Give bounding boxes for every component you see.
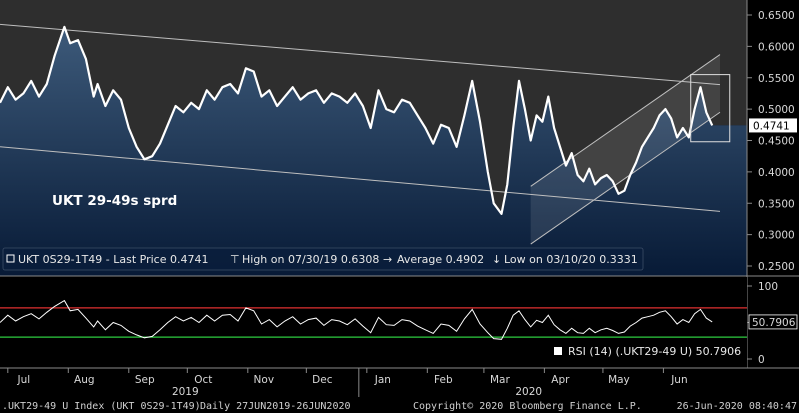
legend-low: Low on 03/10/20 0.3331 [504, 253, 638, 266]
y-tick-label: 0.4500 [758, 136, 795, 148]
highlight-box[interactable] [690, 74, 731, 143]
rsi-y-tick-label: 0 [758, 354, 765, 366]
last-price-tag [749, 118, 797, 133]
x-tick-label: Apr [551, 374, 570, 386]
x-tick-label: Dec [312, 374, 333, 386]
x-tick-label: Nov [254, 374, 275, 386]
price-line [0, 25, 714, 215]
rsi-legend-bg [548, 343, 746, 360]
rsi-last-value-tag [748, 314, 798, 330]
rsi-legend: RSI (14) (.UKT29-49 U) 50.7906 [548, 343, 746, 360]
y-tick-label: 0.5000 [758, 104, 795, 116]
last-price-label: 0.4741 [753, 120, 790, 132]
rsi-line [0, 299, 713, 340]
x-tick-label: Oct [194, 374, 212, 386]
footer-security: .UKT29-49 U Index (UKT 0S29-1T49) [2, 401, 201, 412]
footer-timestamp: 26-Jun-2020 08:40:47 [677, 401, 797, 412]
x-tick-label: Jan [374, 374, 391, 386]
x-tick-label: Jun [670, 374, 687, 386]
main-channel-upper-line[interactable] [0, 23, 721, 86]
legend-series: UKT 0S29-1T49 - Last Price 0.4741 [18, 253, 208, 266]
price-area [0, 26, 747, 276]
recent-channel-upper-line[interactable] [530, 54, 721, 187]
footer: .UKT29-49 U Index (UKT 0S29-1T49) Daily … [2, 401, 797, 412]
x-tick-label: Sep [135, 374, 155, 386]
y-tick-label: 0.2500 [758, 261, 795, 273]
average-marker-icon: → [383, 253, 392, 266]
legend-high: High on 07/30/19 0.6308 [242, 253, 379, 266]
series-swatch [6, 254, 15, 263]
price-legend: UKT 0S29-1T49 - Last Price 0.4741 ⊤ High… [2, 247, 644, 271]
y-tick-label: 0.6500 [758, 10, 795, 22]
y-tick-label: 0.3500 [758, 198, 795, 210]
recent-channel-band [530, 54, 720, 244]
footer-copyright: Copyright© 2020 Bloomberg Finance L.P. [413, 401, 642, 412]
year-label: 2019 [172, 386, 199, 398]
footer-range: Daily 27JUN2019-26JUN2020 [200, 401, 351, 412]
chart-annotation: UKT 29-49s sprd [52, 193, 177, 209]
low-marker-icon: ↓ [492, 253, 501, 266]
x-tick-label: Jul [16, 374, 30, 386]
high-marker-icon: ⊤ [230, 253, 240, 266]
price-legend-bg [2, 247, 644, 271]
y-tick-label: 0.6000 [758, 41, 795, 53]
year-label: 2020 [515, 386, 542, 398]
main-channel-lower-line[interactable] [0, 146, 721, 212]
legend-average: Average 0.4902 [397, 253, 484, 266]
rsi-y-tick-label: 100 [758, 281, 778, 293]
x-tick-label: Mar [490, 374, 510, 386]
x-tick-label: Feb [434, 374, 453, 386]
x-tick-label: Aug [74, 374, 95, 386]
rsi-legend-text: RSI (14) (.UKT29-49 U) 50.7906 [568, 345, 741, 358]
rsi-last-value-label: 50.7906 [752, 317, 796, 329]
y-tick-label: 0.5500 [758, 73, 795, 85]
y-tick-label: 0.3000 [758, 230, 795, 242]
x-tick-label: May [608, 374, 630, 386]
rsi-swatch [554, 347, 562, 355]
price-upper-background [0, 0, 747, 214]
y-tick-label: 0.4000 [758, 167, 795, 179]
